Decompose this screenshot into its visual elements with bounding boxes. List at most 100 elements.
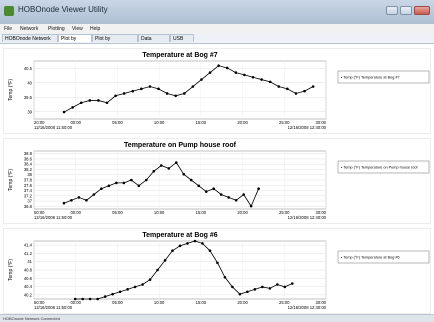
data-point — [114, 94, 117, 98]
data-point — [97, 99, 100, 102]
x-tick-label: 50:00 — [34, 300, 45, 305]
data-point — [152, 170, 156, 173]
x-tick-label: 10:00 — [154, 210, 165, 215]
tab-plot-by-node[interactable]: Plot by Node — [58, 34, 92, 50]
legend-entry: • Temp (°F) Temperature at Bog #7 — [341, 76, 400, 80]
data-point — [122, 181, 126, 185]
data-point — [133, 285, 137, 289]
data-point — [71, 106, 74, 109]
data-point — [167, 167, 171, 170]
tab-data-search[interactable]: Data Search — [138, 34, 170, 50]
menu-bar: File Network Plotting View Help — [0, 24, 434, 33]
data-point — [174, 94, 178, 98]
x-tick-label: 10:00 — [154, 300, 165, 305]
data-point — [261, 285, 264, 289]
menu-network[interactable]: Network — [20, 26, 39, 32]
x-tick-label: 25:00 — [279, 120, 290, 125]
legend-entry: • Temp (°F) Temperature on Pump house ro… — [341, 166, 419, 170]
x-tick-label: 20:00 — [237, 300, 248, 305]
y-axis-label: Temp (°F) — [8, 169, 14, 191]
series-line — [63, 65, 314, 113]
data-point — [238, 292, 242, 296]
data-point — [111, 292, 114, 296]
close-icon[interactable] — [414, 6, 430, 15]
chart-pump-house: Temperature on Pump house roof Temp (°F) 3… — [8, 142, 430, 220]
data-point — [243, 73, 246, 77]
y-tick-label: 37.2 — [24, 193, 33, 198]
y-tick-label: 38.4 — [24, 162, 33, 167]
data-point — [277, 85, 281, 88]
data-point — [204, 190, 208, 193]
data-point — [88, 297, 92, 301]
x-tick-label: 20:00 — [34, 120, 45, 125]
chart-bog7: Temperature at Bog #7 Temp (°F) 40.5 40 39.5… — [8, 52, 430, 130]
status-bar: HOBOnode Network Connected — [0, 314, 434, 322]
data-point — [216, 261, 219, 265]
y-tick-label: 37.8 — [24, 178, 33, 183]
x-tick-label: 20:00 — [237, 120, 248, 125]
y-tick-label: 37.6 — [24, 183, 33, 188]
x-tick-label: 12/16/2008 11:50:00 — [34, 305, 73, 310]
data-point — [79, 101, 83, 105]
data-point — [122, 92, 126, 95]
tab-hobonode-network[interactable]: HOBOnode Network — [2, 34, 58, 42]
y-tick-label: 38.6 — [24, 156, 33, 161]
menu-plotting[interactable]: Plotting — [48, 26, 65, 32]
data-point — [92, 193, 96, 196]
data-point — [103, 295, 107, 298]
data-point — [145, 178, 148, 182]
data-point — [148, 278, 152, 281]
data-point — [249, 204, 253, 208]
x-tick-label: 12/16/2008 11:50:00 — [34, 215, 73, 220]
y-tick-label: 41.2 — [24, 251, 33, 256]
data-point — [100, 187, 103, 190]
minimize-icon[interactable] — [386, 6, 398, 15]
x-tick-label: 10:00 — [154, 120, 165, 125]
y-tick-label: 40.4 — [24, 284, 33, 289]
x-tick-label: 15:00 — [196, 300, 207, 305]
data-point — [193, 239, 197, 243]
data-point — [208, 71, 212, 74]
y-tick-label: 38 — [27, 172, 32, 177]
data-point — [225, 66, 229, 70]
data-point — [268, 80, 272, 84]
maximize-icon[interactable] — [400, 6, 412, 15]
tab-strip: HOBOnode Network Plot by Node Plot by Me… — [0, 33, 434, 50]
data-point — [223, 275, 227, 279]
data-point — [62, 110, 66, 114]
data-point — [178, 244, 182, 248]
menu-help[interactable]: Help — [90, 26, 101, 32]
y-tick-label: 37 — [27, 199, 32, 204]
menu-file[interactable]: File — [4, 26, 13, 32]
data-point — [182, 92, 186, 95]
data-point — [189, 178, 193, 182]
data-point — [191, 85, 195, 88]
series-line — [75, 240, 293, 300]
data-point — [212, 187, 215, 190]
tab-usb-log[interactable]: USB Log — [170, 34, 194, 50]
data-point — [217, 64, 220, 67]
y-tick-label: 40.6 — [24, 276, 33, 281]
y-tick-label: 39.5 — [24, 95, 33, 100]
data-point — [260, 78, 263, 81]
data-point — [85, 199, 88, 202]
legend-entry: • Temp (°F) Temperature at Bog #6 — [341, 256, 400, 260]
data-point — [286, 87, 289, 91]
x-tick-label: 12/16/2008 12:40:00 — [288, 215, 327, 220]
y-axis-label: Temp (°F) — [8, 259, 14, 281]
y-axis-label: Temp (°F) — [8, 79, 14, 101]
x-tick-label: 25:00 — [279, 210, 290, 215]
legend-box — [337, 250, 430, 264]
menu-view[interactable]: View — [72, 26, 83, 32]
x-tick-label: 30:00 — [316, 210, 327, 215]
x-tick-label: 12/16/2008 11:50:00 — [34, 125, 73, 130]
data-point — [268, 287, 272, 290]
data-point — [118, 290, 122, 294]
data-point — [77, 196, 81, 199]
x-tick-label: 05:00 — [112, 120, 123, 125]
x-tick-label: 25:00 — [279, 300, 290, 305]
data-point — [141, 283, 144, 286]
tab-plot-by-measurement[interactable]: Plot by Measurement — [92, 34, 138, 50]
x-tick-label: 30:00 — [316, 120, 327, 125]
